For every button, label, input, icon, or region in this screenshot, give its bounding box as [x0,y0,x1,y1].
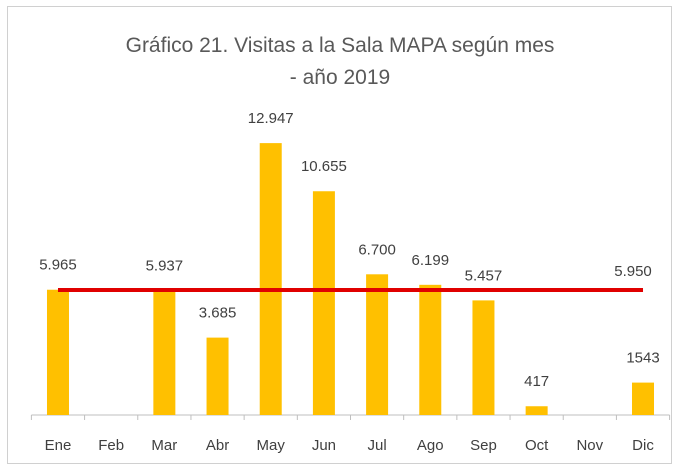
chart-title: Gráfico 21. Visitas a la Sala MAPA según… [125,34,555,89]
x-tick-label: Nov [576,437,603,454]
bar [312,191,335,415]
data-label: 3.685 [199,305,237,322]
bar [366,274,389,415]
data-label: 1543 [626,350,659,367]
average-label: 5.950 [614,263,652,280]
bar [525,406,548,415]
bar [472,300,495,415]
x-tick-label: Dic [632,437,654,454]
x-tick-label: Sep [470,437,497,454]
data-label: 5.965 [39,257,77,274]
x-tick-label: Ene [45,437,72,454]
bar [153,290,176,415]
x-tick-label: Oct [525,437,549,454]
data-label: 5.457 [465,267,503,284]
x-tick-label: Feb [98,437,124,454]
x-tick-label: Jun [312,437,336,454]
chart-border [7,6,672,464]
bar [259,143,282,415]
x-tick-label: Mar [151,437,177,454]
bar [206,337,229,415]
data-label: 5.937 [146,257,184,274]
data-label: 10.655 [301,158,347,175]
bar [632,382,655,415]
data-label: 12.947 [248,110,294,127]
data-label: 6.700 [358,241,396,258]
data-label: 417 [524,373,549,390]
x-tick-label: Jul [367,437,386,454]
x-tick-label: Ago [417,437,444,454]
bar [419,284,442,415]
data-label: 6.199 [412,252,450,269]
x-tick-label: May [257,437,286,454]
bar [46,289,69,415]
x-tick-label: Abr [206,437,229,454]
